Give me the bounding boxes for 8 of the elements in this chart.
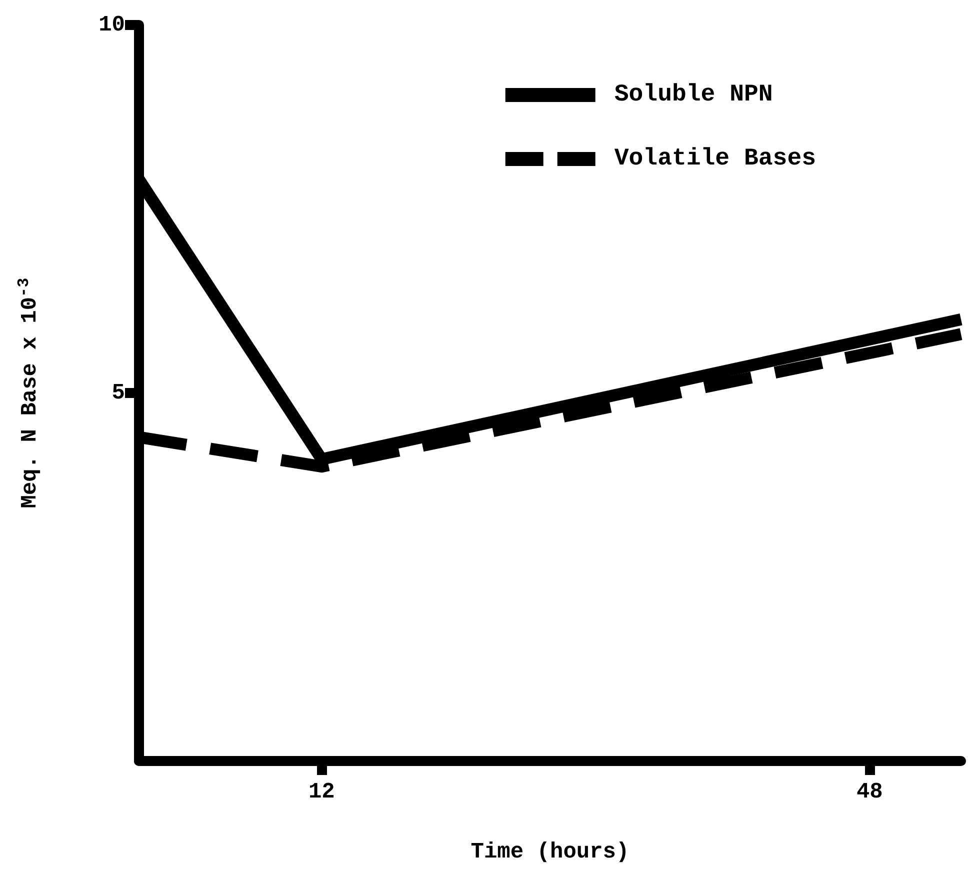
y-tick-label: 10 bbox=[98, 12, 125, 38]
x-axis-title: Time (hours) bbox=[470, 840, 630, 864]
legend-label: Volatile Bases bbox=[614, 146, 816, 172]
legend-label: Soluble NPN bbox=[614, 82, 773, 108]
x-tick-label: 12 bbox=[308, 780, 335, 804]
x-tick-label: 48 bbox=[856, 780, 883, 804]
y-tick-label: 5 bbox=[112, 380, 125, 406]
y-axis-title: Meq. N Base x 10-3 bbox=[15, 278, 42, 508]
